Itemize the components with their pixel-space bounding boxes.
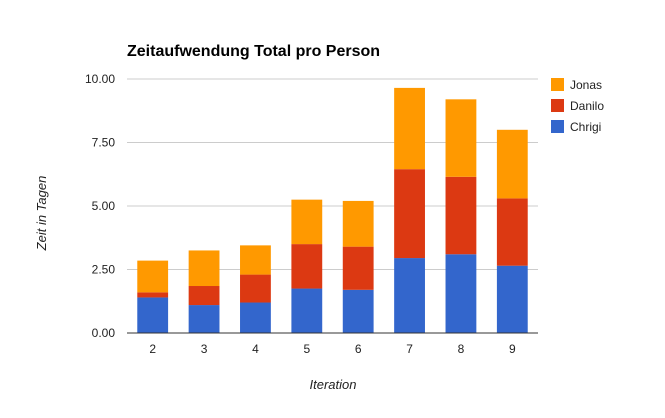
x-tick-label: 7 [406,342,413,356]
bar-segment-jonas [291,199,323,245]
x-tick-label: 2 [149,342,156,356]
bars [137,87,528,333]
bar-segment-danilo [291,244,323,289]
x-tick-label: 9 [509,342,516,356]
bar-segment-danilo [188,286,220,306]
y-tick-label: 5.00 [92,199,116,213]
bar-segment-jonas [394,87,425,170]
bar-segment-jonas [240,245,271,275]
legend-swatch-chrigi [551,120,564,133]
legend-swatch-jonas [551,78,564,91]
y-tick-label: 2.50 [92,263,116,277]
y-tick-label: 7.50 [92,136,116,150]
chart-title: Zeitaufwendung Total pro Person [127,43,380,60]
legend-swatch-danilo [551,99,564,112]
bar-segment-danilo [137,292,169,298]
bar-segment-chrigi [240,302,271,333]
bar-segment-jonas [496,129,528,199]
x-tick-label: 3 [201,342,208,356]
bar-segment-chrigi [137,297,169,333]
x-tick-label: 5 [303,342,310,356]
bar-segment-chrigi [394,258,425,333]
x-tick-label: 8 [458,342,465,356]
legend: Jonas Danilo Chrigi [551,78,604,134]
bar-segment-danilo [496,198,528,266]
bar-segment-chrigi [342,289,374,333]
y-axis-label: Zeit in Tagen [34,176,49,252]
bar-segment-jonas [342,200,374,247]
bar-segment-jonas [445,99,477,177]
x-axis-label: Iteration [310,377,357,392]
x-tick-label: 4 [252,342,259,356]
bar-segment-danilo [342,246,374,290]
bar-segment-danilo [394,169,425,259]
y-tick-label: 10.00 [85,72,115,86]
bar-segment-chrigi [291,288,323,333]
bar-segment-danilo [445,176,477,255]
legend-label-chrigi: Chrigi [570,120,601,134]
bar-segment-chrigi [496,265,528,333]
x-tick-label: 6 [355,342,362,356]
tick-labels: 0.00 2.50 5.00 7.50 10.00 2 3 4 5 6 7 8 9 [85,72,516,356]
legend-label-danilo: Danilo [570,99,604,113]
y-tick-label: 0.00 [92,326,116,340]
bar-segment-danilo [240,274,271,303]
bar-segment-jonas [188,250,220,287]
bar-segment-chrigi [188,305,220,333]
bar-segment-jonas [137,260,169,293]
legend-label-jonas: Jonas [570,78,602,92]
bar-segment-chrigi [445,254,477,333]
